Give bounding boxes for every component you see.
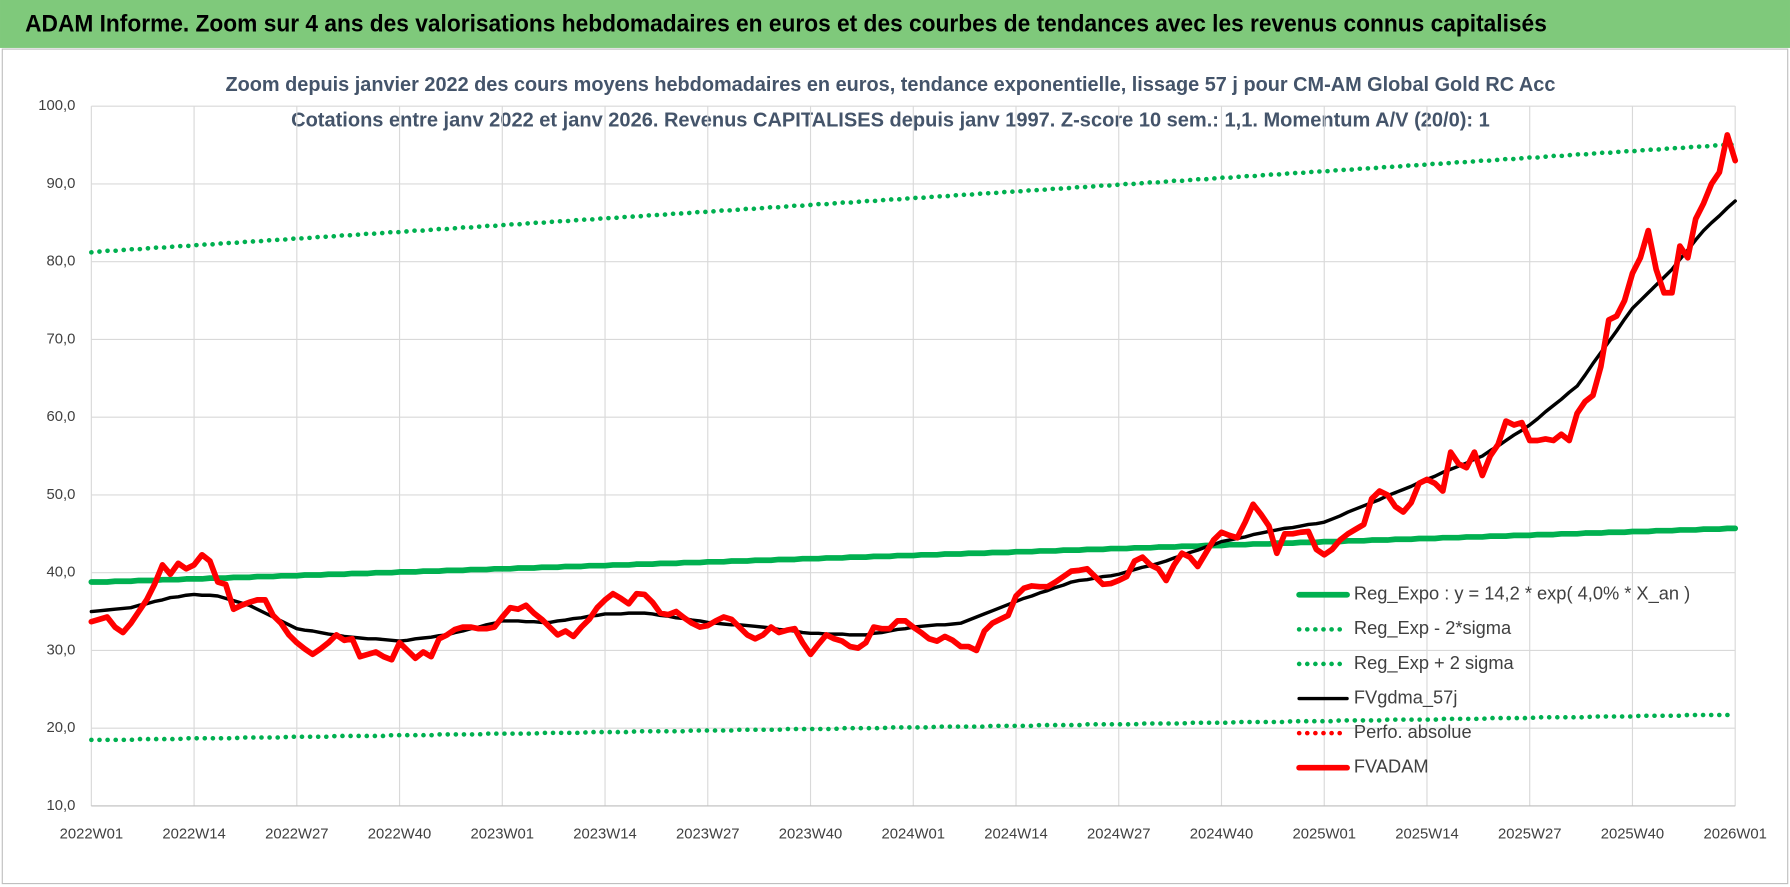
y-tick-label: 50,0 [46, 487, 75, 503]
x-tick-label: 2024W40 [1190, 826, 1253, 842]
legend-label: FVADAM [1354, 756, 1429, 777]
x-tick-label: 2023W40 [779, 826, 842, 842]
series-line [89, 712, 1738, 743]
y-tick-label: 100,0 [38, 98, 75, 114]
x-tick-label: 2023W01 [471, 826, 534, 842]
y-tick-label: 80,0 [46, 254, 75, 270]
chart-border [1, 48, 1789, 885]
x-tick-label: 2022W01 [60, 826, 123, 842]
chart-title: Zoom depuis janvier 2022 des cours moyen… [225, 73, 1555, 96]
x-tick-label: 2025W01 [1292, 826, 1355, 842]
series-line [89, 141, 1738, 255]
y-tick-label: 30,0 [46, 642, 75, 658]
y-tick-label: 90,0 [46, 176, 75, 192]
x-tick-label: 2023W27 [676, 826, 739, 842]
x-tick-label: 2025W27 [1498, 826, 1561, 842]
header-bar [0, 0, 1790, 48]
y-tick-label: 60,0 [46, 409, 75, 425]
legend-label: Reg_Expo : y = 14,2 * exp( 4,0% * X_an ) [1354, 583, 1690, 605]
legend-label: Perfo. absolue [1354, 721, 1472, 742]
x-tick-label: 2022W27 [265, 826, 328, 842]
x-tick-label: 2024W14 [984, 826, 1047, 842]
y-tick-label: 10,0 [46, 798, 75, 814]
x-tick-label: 2024W01 [882, 826, 945, 842]
chart-subtitle: Cotations entre janv 2022 et janv 2026. … [291, 108, 1490, 131]
x-tick-label: 2024W27 [1087, 826, 1150, 842]
x-tick-label: 2025W14 [1395, 826, 1458, 842]
series-line [88, 525, 1739, 585]
y-tick-label: 40,0 [46, 565, 75, 581]
header-title: ADAM Informe. Zoom sur 4 ans des valoris… [25, 10, 1547, 37]
x-tick-label: 2023W14 [573, 826, 636, 842]
legend-label: Reg_Exp - 2*sigma [1354, 617, 1512, 639]
y-tick-label: 70,0 [46, 331, 75, 347]
legend-label: Reg_Exp + 2 sigma [1354, 652, 1515, 674]
x-tick-label: 2022W14 [162, 826, 225, 842]
y-tick-label: 20,0 [46, 720, 75, 736]
x-tick-label: 2022W40 [368, 826, 431, 842]
series-line [88, 132, 1739, 663]
x-tick-label: 2026W01 [1703, 826, 1766, 842]
x-tick-label: 2025W40 [1601, 826, 1664, 842]
legend-label: FVgdma_57j [1354, 686, 1457, 708]
